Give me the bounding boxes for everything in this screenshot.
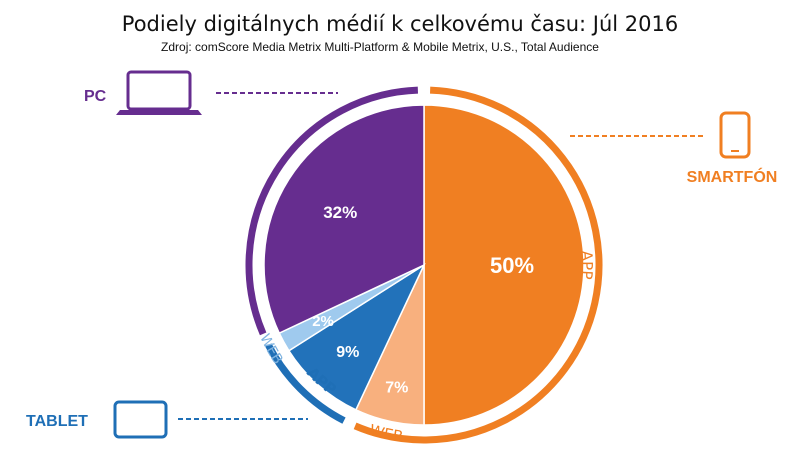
tablet-label: TABLET bbox=[26, 413, 88, 430]
smartphone-callout: SMARTFÓN bbox=[570, 111, 778, 186]
ring-label-smartphone-web: WEB bbox=[367, 421, 404, 446]
device-ring-pc bbox=[245, 86, 419, 336]
device-ring-tablet bbox=[265, 343, 346, 424]
chart-subtitle: Zdroj: comScore Media Metrix Multi-Platf… bbox=[161, 40, 599, 54]
pie-slice-tablet-app bbox=[287, 262, 426, 411]
slice-percent-label: 50% bbox=[490, 253, 534, 278]
pc-callout: PC bbox=[84, 70, 338, 115]
smartphone-label: SMARTFÓN bbox=[687, 167, 778, 186]
pie-slice-pc bbox=[263, 104, 425, 335]
slices-layer bbox=[263, 104, 585, 426]
slice-percent-label: 2% bbox=[312, 313, 334, 330]
pc-label: PC bbox=[84, 88, 107, 105]
slice-percent-label: 7% bbox=[385, 380, 408, 397]
percent-labels: 50% 7% 9%2% 32% bbox=[312, 203, 534, 397]
tablet-callout: TABLET bbox=[26, 400, 308, 439]
device-ring-layer bbox=[245, 86, 603, 444]
ring-label-smartphone-app: APP bbox=[577, 250, 596, 280]
pie-slice-smartf-n-app bbox=[423, 104, 585, 426]
laptop-icon bbox=[116, 70, 202, 115]
smartphone-icon bbox=[719, 111, 751, 159]
device-ring-smartfn bbox=[353, 86, 603, 444]
slice-percent-label: 32% bbox=[323, 203, 357, 222]
slice-percent-label: 9% bbox=[336, 344, 359, 361]
chart-title: Podiely digitálnych médií k celkovému ča… bbox=[121, 12, 679, 36]
tablet-icon bbox=[113, 400, 168, 439]
